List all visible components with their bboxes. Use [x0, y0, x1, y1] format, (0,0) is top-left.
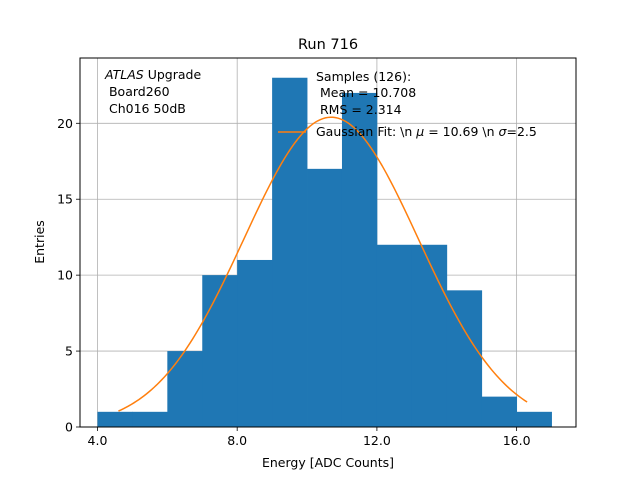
histogram-bars	[97, 77, 552, 428]
legend-fit-label: Gaussian Fit: \n μ = 10.69 \n σ=2.5	[316, 124, 537, 139]
histogram-bar	[272, 77, 308, 428]
histogram-bar	[411, 244, 448, 427]
x-tick-label: 12.0	[363, 433, 391, 448]
x-axis-label: Energy [ADC Counts]	[262, 455, 394, 470]
histogram-bar	[132, 411, 168, 427]
x-axis-ticks: 4.0 8.0 12.0 16.0	[88, 427, 531, 448]
histogram-bar	[481, 396, 518, 427]
legend: Samples (126): Mean = 10.708 RMS = 2.314…	[278, 69, 537, 139]
y-tick-label: 10	[57, 268, 73, 283]
y-tick-label: 20	[57, 116, 73, 131]
gaussian-fit-curve	[118, 116, 528, 412]
y-tick-label: 0	[65, 420, 73, 435]
x-tick-label: 4.0	[88, 433, 108, 448]
atlas-line: ATLAS Upgrade	[104, 67, 201, 82]
legend-samples-line: Samples (126):	[316, 69, 411, 84]
y-axis-label: Entries	[32, 220, 47, 264]
histogram-bar	[341, 92, 378, 427]
info-annotation: ATLAS Upgrade Board260 Ch016 50dB	[104, 67, 201, 116]
x-tick-label: 8.0	[227, 433, 247, 448]
channel-line: Ch016 50dB	[105, 101, 186, 116]
y-tick-label: 15	[57, 192, 73, 207]
x-tick-label: 16.0	[503, 433, 531, 448]
chart-title: Run 716	[298, 37, 358, 53]
histogram-bar	[446, 290, 483, 427]
plot-frame	[79, 57, 577, 428]
histogram-bar	[237, 259, 273, 427]
histogram-bar	[376, 244, 413, 427]
y-axis-ticks: 0 5 10 15 20	[57, 116, 80, 435]
histogram-bar	[202, 275, 238, 427]
histogram-bar	[516, 411, 552, 427]
legend-mean-line: Mean = 10.708	[316, 85, 416, 100]
histogram-bar	[307, 168, 343, 427]
y-tick-label: 5	[65, 344, 73, 359]
board-line: Board260	[105, 84, 170, 99]
histogram-bar	[167, 351, 203, 427]
histogram-bar	[97, 411, 133, 427]
legend-rms-line: RMS = 2.314	[316, 102, 402, 117]
